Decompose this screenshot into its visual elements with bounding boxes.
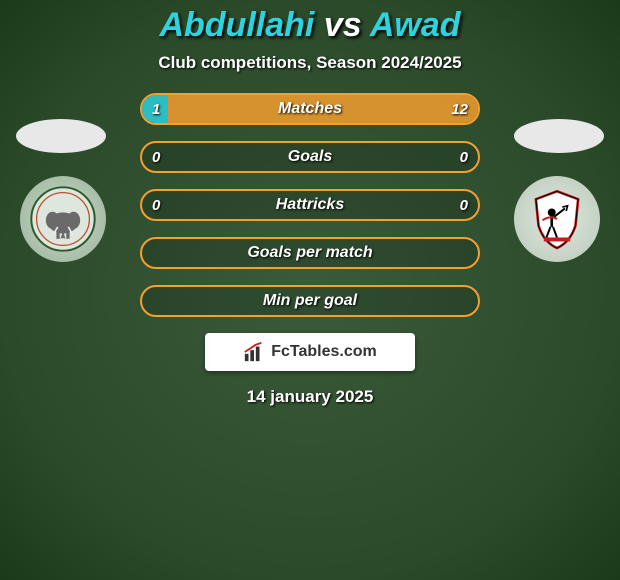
stat-label: Min per goal <box>142 287 478 315</box>
club-left-badge <box>20 176 106 262</box>
elephant-icon <box>30 186 96 252</box>
shield-icon <box>524 186 590 252</box>
chart-icon <box>243 341 265 363</box>
player2-avatar-placeholder <box>514 119 604 153</box>
player1-name: Abdullahi <box>159 6 314 44</box>
stat-bar: Min per goal <box>140 285 480 317</box>
stat-label: Goals <box>142 143 478 171</box>
stat-bar: 00Hattricks <box>140 189 480 221</box>
comparison-card: Abdullahi vs Awad Club competitions, Sea… <box>0 0 620 580</box>
brand-box[interactable]: FcTables.com <box>205 333 415 371</box>
stat-label: Goals per match <box>142 239 478 267</box>
page-title: Abdullahi vs Awad <box>0 0 620 45</box>
stat-bar: Goals per match <box>140 237 480 269</box>
stat-bar: 00Goals <box>140 141 480 173</box>
stat-bars: 112Matches 00Goals 00Hattricks Goals per ma… <box>140 93 480 317</box>
date-text: 14 january 2025 <box>0 387 620 407</box>
brand-text: FcTables.com <box>271 343 377 361</box>
subtitle: Club competitions, Season 2024/2025 <box>0 53 620 73</box>
player2-name: Awad <box>370 6 461 44</box>
vs-text: vs <box>324 6 362 44</box>
player1-avatar-placeholder <box>16 119 106 153</box>
club-right-badge <box>514 176 600 262</box>
stat-label: Hattricks <box>142 191 478 219</box>
stat-bar: 112Matches <box>140 93 480 125</box>
stat-label: Matches <box>142 95 478 123</box>
